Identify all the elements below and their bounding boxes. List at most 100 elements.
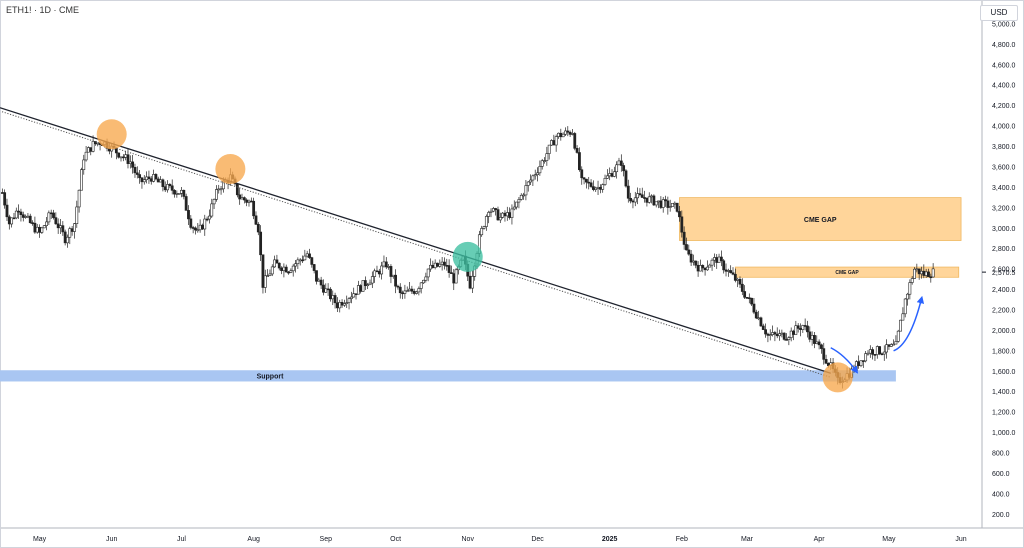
cme-gap-label-1: CME GAP <box>804 217 837 224</box>
candle-body <box>14 210 18 219</box>
candle-body <box>366 284 370 287</box>
candle-body <box>452 273 456 284</box>
candle-body <box>126 154 130 164</box>
candle-body <box>280 267 283 271</box>
candle-body <box>12 217 16 220</box>
candle-body <box>42 225 46 229</box>
candle-body <box>487 212 491 217</box>
candle-body <box>512 206 516 210</box>
candle-body <box>7 216 11 225</box>
candle-body <box>256 224 260 233</box>
y-tick-label: 800.0 <box>992 450 1010 457</box>
candle-body <box>901 313 905 321</box>
candle-body <box>419 282 423 289</box>
candle-body <box>824 359 828 364</box>
candle-body <box>578 152 581 171</box>
candle-body <box>59 225 62 229</box>
candle-body <box>482 226 486 229</box>
candle-body <box>277 262 281 269</box>
candle-body <box>454 269 458 284</box>
candle-body <box>515 201 518 208</box>
candle-body <box>484 216 488 227</box>
candle-body <box>273 259 276 268</box>
candle-body <box>778 333 781 337</box>
support-zone <box>0 370 896 382</box>
y-tick-label: 5,000.0 <box>992 21 1015 28</box>
candle-body <box>573 133 577 149</box>
y-tick-label: 200.0 <box>992 512 1010 519</box>
y-tick-label: 400.0 <box>992 491 1010 498</box>
x-tick-label: Jul <box>177 536 186 543</box>
candle-body <box>447 265 451 273</box>
candle-body <box>505 212 509 217</box>
candle-body <box>440 261 444 265</box>
candle-body <box>405 290 409 293</box>
candle-body <box>501 212 505 218</box>
candle-body <box>284 266 288 273</box>
candle-body <box>896 330 900 342</box>
candle-body <box>403 290 407 294</box>
candle-body <box>391 274 395 277</box>
candle-body <box>289 270 293 273</box>
candle-body <box>531 175 535 181</box>
candle-body <box>789 330 793 338</box>
candle-body <box>624 170 628 187</box>
candle-body <box>3 192 7 206</box>
x-tick-label: 2025 <box>602 536 618 543</box>
candle-body <box>56 223 60 229</box>
candle-body <box>773 332 777 335</box>
y-tick-label: 2,600.0 <box>992 267 1015 274</box>
candle-body <box>796 325 800 329</box>
candle-body <box>28 215 32 224</box>
candle-body <box>249 200 253 203</box>
candle-body <box>133 167 137 174</box>
candle-body <box>389 266 393 277</box>
y-tick-label: 4,800.0 <box>992 42 1015 49</box>
candle-body <box>580 169 584 179</box>
candle-body <box>322 284 325 293</box>
candle-body <box>329 288 332 300</box>
candle-body <box>363 280 367 286</box>
candle-body <box>650 195 653 198</box>
candle-body <box>552 140 556 146</box>
candle-body <box>291 265 295 272</box>
candle-body <box>135 172 139 175</box>
currency-button[interactable]: USD <box>980 5 1018 21</box>
candle-body <box>303 255 307 261</box>
candle-body <box>715 257 719 263</box>
candle-body <box>747 297 751 300</box>
candle-body <box>217 188 221 191</box>
candle-body <box>480 228 484 236</box>
candle-body <box>377 270 381 275</box>
candle-body <box>80 169 83 191</box>
candle-body <box>717 256 721 263</box>
candle-body <box>591 186 595 190</box>
candle-body <box>73 223 76 232</box>
candle-body <box>359 285 363 292</box>
candle-body <box>771 332 774 335</box>
candle-body <box>866 352 870 355</box>
candle-body <box>161 179 165 188</box>
candle-body <box>701 265 705 269</box>
y-tick-label: 2,000.0 <box>992 328 1015 335</box>
candle-body <box>31 222 34 225</box>
candle-body <box>375 270 379 273</box>
candle-body <box>89 147 93 152</box>
candle-body <box>340 302 344 306</box>
candle-body <box>287 271 290 274</box>
candle-body <box>629 197 633 202</box>
candle-body <box>740 283 744 292</box>
candle-body <box>657 200 660 203</box>
candle-body <box>168 184 172 187</box>
x-tick-label: Sep <box>320 536 333 543</box>
candle-body <box>489 210 493 213</box>
candle-body <box>119 156 123 159</box>
candle-body <box>899 319 902 332</box>
candle-body <box>82 159 86 171</box>
candle-body <box>908 282 912 295</box>
candle-body <box>880 353 884 356</box>
candle-body <box>524 185 528 196</box>
candle-body <box>587 181 591 184</box>
